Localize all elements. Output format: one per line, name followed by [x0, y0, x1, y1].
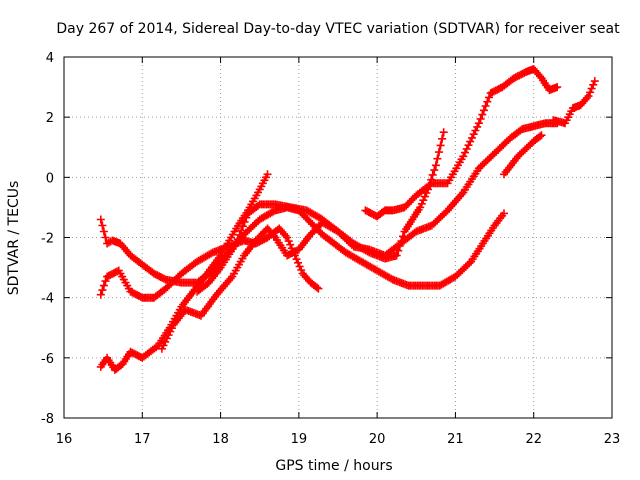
y-tick-label: -4	[41, 292, 54, 307]
y-tick-label: -6	[41, 352, 54, 367]
series-markers	[500, 131, 546, 179]
plus-markers	[500, 131, 546, 179]
y-axis-label: SDTVAR / TECUs	[6, 181, 22, 296]
grid	[64, 57, 612, 418]
plus-markers	[549, 77, 599, 128]
x-tick-label: 16	[56, 432, 73, 447]
series-group	[96, 65, 599, 374]
y-tick-label: -2	[41, 232, 54, 247]
x-axis-label: GPS time / hours	[275, 458, 392, 474]
y-tick-label: 4	[46, 51, 54, 66]
series-markers	[361, 65, 562, 221]
y-tick-label: 2	[46, 111, 54, 126]
x-tick-label: 22	[525, 432, 542, 447]
x-tick-label: 19	[291, 432, 308, 447]
series-markers	[193, 128, 448, 296]
x-tick-label: 21	[447, 432, 464, 447]
x-tick-label: 18	[212, 432, 229, 447]
y-tick-label: -8	[41, 412, 54, 427]
series-track-6	[361, 65, 562, 221]
y-tick-label: 0	[46, 171, 54, 186]
plus-markers	[361, 65, 562, 221]
series-markers	[549, 77, 599, 128]
chart-title: Day 267 of 2014, Sidereal Day-to-day VTE…	[56, 21, 620, 37]
x-tick-label: 17	[134, 432, 151, 447]
plus-markers	[193, 128, 448, 296]
x-tick-label: 23	[604, 432, 621, 447]
x-tick-label: 20	[369, 432, 386, 447]
series-track-7	[500, 131, 546, 179]
axis-ticks: 16 17 18 19 20 21 22 23 -8 -6 -4 -2 0 2 4	[41, 51, 620, 447]
series-track-5	[193, 128, 448, 296]
series-track-8	[549, 77, 599, 128]
